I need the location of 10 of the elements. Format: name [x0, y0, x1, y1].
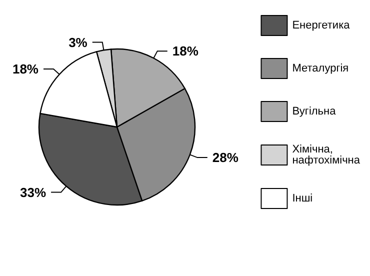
legend-label: Інші [292, 192, 313, 204]
legend-label: Металургія [292, 62, 349, 74]
data-label: 33% [20, 184, 46, 200]
legend-label: Хімічна, нафтохімічна [292, 144, 361, 166]
legend-label: Вугільна [292, 106, 337, 118]
data-label: 3% [68, 34, 88, 50]
legend-label: Енергетика [292, 20, 351, 32]
data-label: 28% [212, 150, 239, 166]
data-label: 18% [172, 44, 199, 59]
data-label: 18% [12, 62, 39, 77]
